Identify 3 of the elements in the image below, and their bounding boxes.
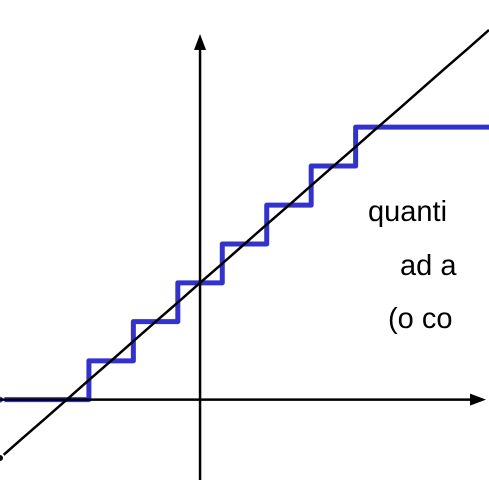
annotation: ad a bbox=[400, 250, 456, 283]
annotation: (o co bbox=[388, 303, 452, 336]
annotation: quanti bbox=[368, 196, 448, 229]
